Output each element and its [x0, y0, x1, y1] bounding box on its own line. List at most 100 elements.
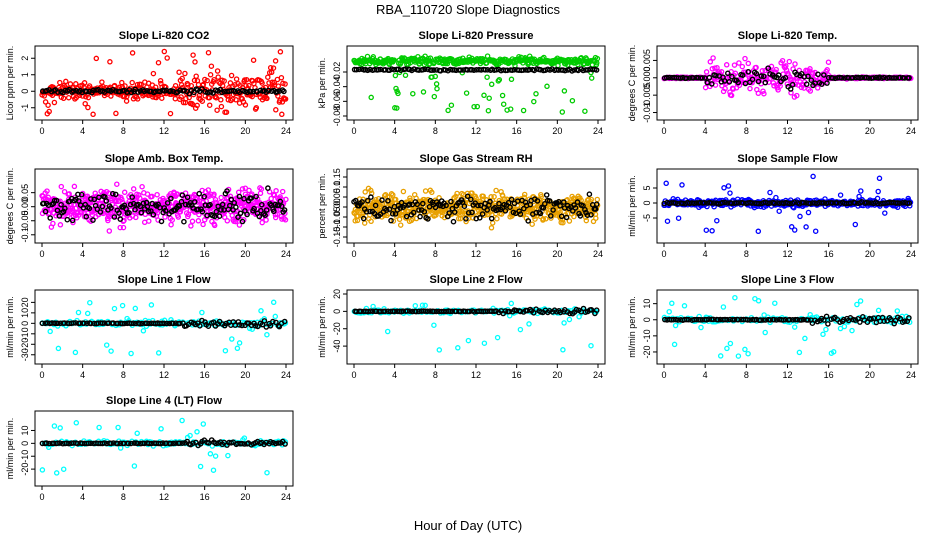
filtered-point [42, 208, 49, 215]
raw-point [566, 218, 573, 224]
raw-point [115, 424, 121, 431]
filtered-point [901, 318, 908, 325]
raw-point [270, 65, 277, 71]
raw-point [211, 191, 217, 198]
raw-point [50, 220, 56, 227]
y-tick-label: 0.05 [20, 184, 30, 202]
raw-point [73, 81, 79, 87]
raw-point [179, 75, 185, 82]
raw-point [72, 349, 79, 356]
filtered-point [706, 74, 713, 81]
raw-point [470, 215, 476, 221]
raw-point [394, 105, 400, 111]
raw-point [431, 60, 437, 67]
x-tick-label: 16 [824, 249, 834, 259]
raw-point [113, 110, 119, 117]
raw-point [723, 62, 730, 68]
raw-point [773, 66, 779, 73]
raw-point [488, 81, 495, 88]
filtered-point [129, 194, 135, 200]
filtered-point [57, 440, 63, 446]
raw-point [273, 188, 279, 194]
filtered-point [874, 200, 881, 207]
data-points [351, 185, 601, 231]
y-tick-label: -0.05 [332, 207, 342, 228]
filtered-point [548, 213, 554, 219]
raw-point [82, 100, 88, 107]
filtered-point [530, 309, 537, 316]
raw-point [282, 81, 288, 87]
filtered-point [440, 203, 446, 210]
filtered-point [881, 318, 887, 325]
filtered-point [411, 66, 417, 72]
raw-point [222, 347, 229, 354]
raw-point [484, 74, 490, 80]
filtered-point [352, 197, 359, 204]
raw-point [84, 310, 91, 317]
x-tick-label: 0 [351, 370, 356, 380]
filtered-point [593, 307, 600, 314]
filtered-point [431, 67, 437, 73]
raw-point [533, 91, 539, 97]
filtered-point [719, 199, 726, 206]
filtered-point [265, 87, 272, 94]
filtered-point [729, 73, 735, 80]
filtered-point [368, 194, 374, 200]
y-tick-label: -20 [20, 463, 30, 476]
raw-point [278, 74, 285, 81]
filtered-point [421, 208, 428, 215]
filtered-point [69, 217, 76, 224]
filtered-point [747, 79, 753, 86]
filtered-point [482, 67, 489, 73]
x-tick-label: 4 [80, 126, 85, 136]
raw-point [717, 353, 724, 359]
raw-point [561, 88, 568, 94]
filtered-point [469, 209, 475, 216]
filtered-point [388, 217, 394, 224]
raw-point [149, 193, 155, 200]
filtered-point [824, 80, 830, 86]
filtered-point [690, 75, 697, 81]
raw-point [184, 90, 190, 97]
raw-point [724, 345, 730, 352]
filtered-point [680, 200, 686, 207]
raw-point [792, 61, 798, 67]
filtered-point [358, 308, 364, 315]
filtered-point [202, 319, 208, 325]
filtered-point [865, 200, 872, 206]
filtered-point [431, 308, 437, 315]
filtered-point [261, 318, 268, 324]
raw-point [776, 208, 782, 214]
filtered-point [803, 81, 810, 87]
raw-point [392, 72, 399, 79]
plot-frame [656, 289, 919, 365]
filtered-point [58, 201, 64, 208]
raw-point [791, 227, 798, 233]
raw-point [144, 191, 151, 197]
panel-title: Slope Li-820 Pressure [419, 30, 534, 42]
raw-point [755, 298, 762, 304]
raw-point [571, 213, 577, 220]
raw-point [747, 85, 753, 92]
filtered-point [592, 206, 599, 212]
filtered-point [805, 317, 811, 323]
raw-point [155, 59, 162, 66]
filtered-point [81, 320, 87, 327]
filtered-point [517, 211, 524, 217]
raw-point [666, 308, 672, 315]
raw-point [531, 98, 537, 105]
x-tick-label: 0 [661, 249, 666, 259]
raw-point [742, 346, 748, 353]
filtered-point [111, 214, 118, 220]
x-tick-label: 8 [121, 370, 126, 380]
filtered-point [90, 217, 96, 223]
raw-point [137, 195, 143, 201]
filtered-point [433, 308, 440, 315]
filtered-point [464, 193, 471, 200]
filtered-point [582, 206, 588, 213]
raw-point [671, 341, 678, 348]
y-tick-label: 0.05 [332, 188, 342, 206]
filtered-point [446, 210, 453, 216]
filtered-point [236, 322, 243, 328]
raw-point [249, 78, 256, 84]
